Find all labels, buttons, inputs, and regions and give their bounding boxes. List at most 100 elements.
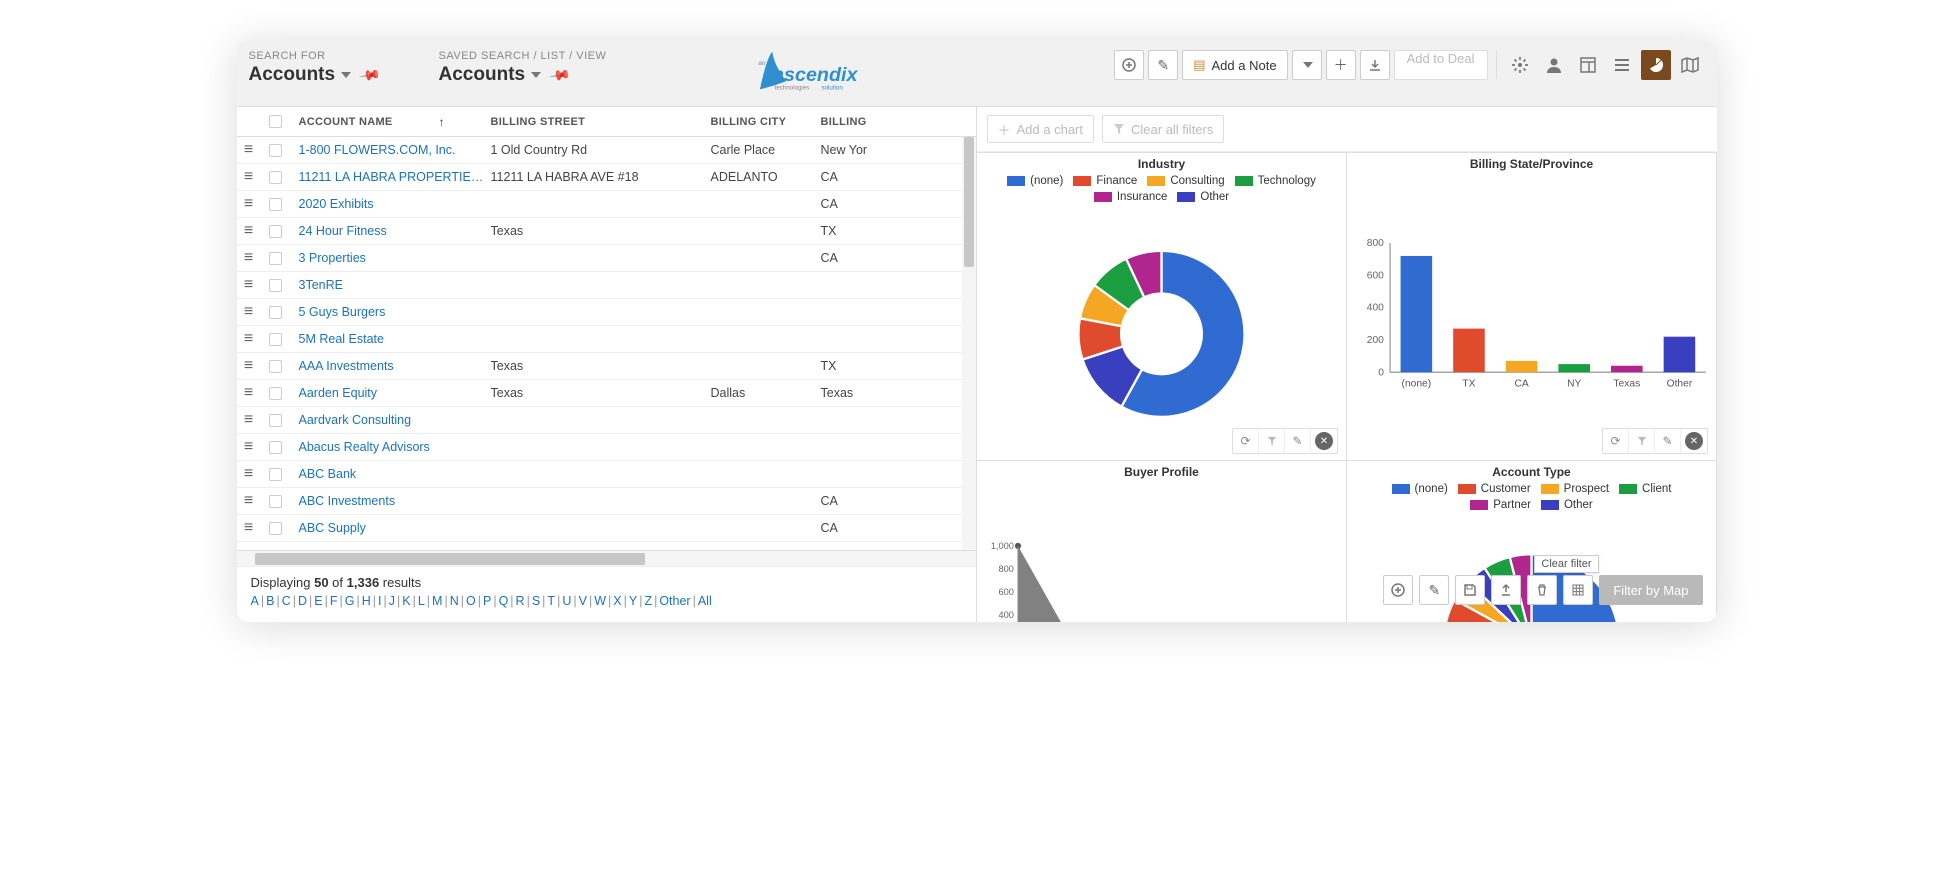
row-checkbox[interactable] bbox=[269, 144, 282, 157]
drag-handle[interactable] bbox=[237, 519, 261, 537]
alpha-link[interactable]: V bbox=[579, 594, 587, 608]
drag-handle[interactable] bbox=[237, 330, 261, 348]
alpha-link[interactable]: G bbox=[345, 594, 355, 608]
legend-item[interactable]: Client bbox=[1619, 483, 1671, 495]
saved-search-dropdown[interactable]: Accounts 📌 bbox=[439, 64, 569, 86]
col-billing-city[interactable]: BILLING CITY bbox=[711, 116, 821, 128]
drag-handle[interactable] bbox=[237, 249, 261, 267]
alpha-link[interactable]: U bbox=[562, 594, 571, 608]
alpha-link[interactable]: C bbox=[282, 594, 291, 608]
alpha-link[interactable]: W bbox=[594, 594, 606, 608]
legend-item[interactable]: Other bbox=[1541, 499, 1593, 511]
search-for-dropdown[interactable]: Accounts 📌 bbox=[249, 64, 379, 86]
map-view-button[interactable] bbox=[1675, 50, 1705, 80]
settings-button[interactable] bbox=[1505, 50, 1535, 80]
alpha-link[interactable]: K bbox=[402, 594, 410, 608]
alpha-link[interactable]: X bbox=[613, 594, 621, 608]
grid-button[interactable] bbox=[1563, 575, 1593, 605]
alpha-link[interactable]: F bbox=[330, 594, 338, 608]
row-checkbox[interactable] bbox=[269, 252, 282, 265]
alpha-link[interactable]: Y bbox=[629, 594, 637, 608]
add-chart-button[interactable]: ＋Add a chart bbox=[987, 115, 1095, 143]
account-name-link[interactable]: Aarden Equity bbox=[291, 386, 491, 400]
drag-handle[interactable] bbox=[237, 195, 261, 213]
v-scrollbar[interactable] bbox=[962, 137, 976, 550]
account-name-link[interactable]: ABC Supply bbox=[291, 521, 491, 535]
plus-button[interactable]: ＋ bbox=[1326, 50, 1356, 80]
clear-filters-button[interactable]: Clear all filters bbox=[1102, 115, 1224, 143]
alpha-link[interactable]: T bbox=[547, 594, 555, 608]
alpha-link[interactable]: I bbox=[378, 594, 381, 608]
row-checkbox[interactable] bbox=[269, 225, 282, 238]
row-checkbox[interactable] bbox=[269, 495, 282, 508]
alpha-link[interactable]: Other bbox=[659, 594, 690, 608]
select-all-checkbox[interactable] bbox=[269, 115, 282, 128]
download-button[interactable] bbox=[1360, 50, 1390, 80]
account-name-link[interactable]: ABC Bank bbox=[291, 467, 491, 481]
account-name-link[interactable]: 5M Real Estate bbox=[291, 332, 491, 346]
alpha-link[interactable]: P bbox=[483, 594, 491, 608]
legend-item[interactable]: (none) bbox=[1392, 483, 1448, 495]
drag-handle[interactable] bbox=[237, 276, 261, 294]
alpha-link[interactable]: A bbox=[251, 594, 259, 608]
add-circle-button[interactable] bbox=[1383, 575, 1413, 605]
alpha-link[interactable]: L bbox=[418, 594, 425, 608]
alpha-link[interactable]: B bbox=[266, 594, 274, 608]
pin-icon[interactable]: 📌 bbox=[548, 63, 572, 87]
alpha-link[interactable]: M bbox=[432, 594, 442, 608]
alpha-link[interactable]: J bbox=[389, 594, 395, 608]
drag-handle[interactable] bbox=[237, 168, 261, 186]
h-scrollbar-thumb[interactable] bbox=[255, 553, 645, 565]
row-checkbox[interactable] bbox=[269, 522, 282, 535]
account-name-link[interactable]: ABC Investments bbox=[291, 494, 491, 508]
account-name-link[interactable]: 3TenRE bbox=[291, 278, 491, 292]
alpha-link[interactable]: Q bbox=[499, 594, 509, 608]
close-button[interactable]: ✕ bbox=[1685, 432, 1703, 450]
close-button[interactable]: ✕ bbox=[1315, 432, 1333, 450]
alpha-link[interactable]: D bbox=[298, 594, 307, 608]
drag-handle[interactable] bbox=[237, 438, 261, 456]
alpha-link[interactable]: H bbox=[362, 594, 371, 608]
h-scrollbar[interactable] bbox=[237, 550, 976, 566]
alpha-link[interactable]: N bbox=[450, 594, 459, 608]
legend-item[interactable]: (none) bbox=[1007, 175, 1063, 187]
export-button[interactable] bbox=[1491, 575, 1521, 605]
legend-item[interactable]: Partner bbox=[1470, 499, 1531, 511]
edit-footer-button[interactable]: ✎ bbox=[1419, 575, 1449, 605]
add-to-deal-button[interactable]: Add to Deal bbox=[1394, 50, 1488, 80]
row-checkbox[interactable] bbox=[269, 441, 282, 454]
col-billing-state[interactable]: BILLING bbox=[821, 116, 901, 128]
note-dropdown-button[interactable] bbox=[1292, 50, 1322, 80]
alpha-link[interactable]: O bbox=[466, 594, 476, 608]
legend-item[interactable]: Technology bbox=[1235, 175, 1316, 187]
legend-item[interactable]: Consulting bbox=[1147, 175, 1224, 187]
account-name-link[interactable]: 2020 Exhibits bbox=[291, 197, 491, 211]
row-checkbox[interactable] bbox=[269, 198, 282, 211]
v-scrollbar-thumb[interactable] bbox=[964, 137, 974, 267]
row-checkbox[interactable] bbox=[269, 468, 282, 481]
drag-handle[interactable] bbox=[237, 222, 261, 240]
drag-handle[interactable] bbox=[237, 141, 261, 159]
legend-item[interactable]: Customer bbox=[1458, 483, 1531, 495]
row-checkbox[interactable] bbox=[269, 414, 282, 427]
alpha-link[interactable]: R bbox=[516, 594, 525, 608]
row-checkbox[interactable] bbox=[269, 360, 282, 373]
refresh-button[interactable]: ⟳ bbox=[1603, 429, 1629, 453]
col-billing-street[interactable]: BILLING STREET bbox=[491, 116, 711, 128]
legend-item[interactable]: Prospect bbox=[1541, 483, 1609, 495]
account-name-link[interactable]: Aardvark Consulting bbox=[291, 413, 491, 427]
account-name-link[interactable]: 5 Guys Burgers bbox=[291, 305, 491, 319]
drag-handle[interactable] bbox=[237, 357, 261, 375]
row-checkbox[interactable] bbox=[269, 387, 282, 400]
account-name-link[interactable]: 3 Properties bbox=[291, 251, 491, 265]
account-name-link[interactable]: Abacus Realty Advisors bbox=[291, 440, 491, 454]
col-account-name[interactable]: ACCOUNT NAME↑ bbox=[291, 115, 491, 129]
add-button[interactable] bbox=[1114, 50, 1144, 80]
alpha-link[interactable]: Z bbox=[644, 594, 652, 608]
row-checkbox[interactable] bbox=[269, 171, 282, 184]
save-button[interactable] bbox=[1455, 575, 1485, 605]
edit-button[interactable]: ✎ bbox=[1655, 429, 1681, 453]
alpha-link[interactable]: S bbox=[532, 594, 540, 608]
alpha-link[interactable]: E bbox=[314, 594, 322, 608]
account-name-link[interactable]: 24 Hour Fitness bbox=[291, 224, 491, 238]
